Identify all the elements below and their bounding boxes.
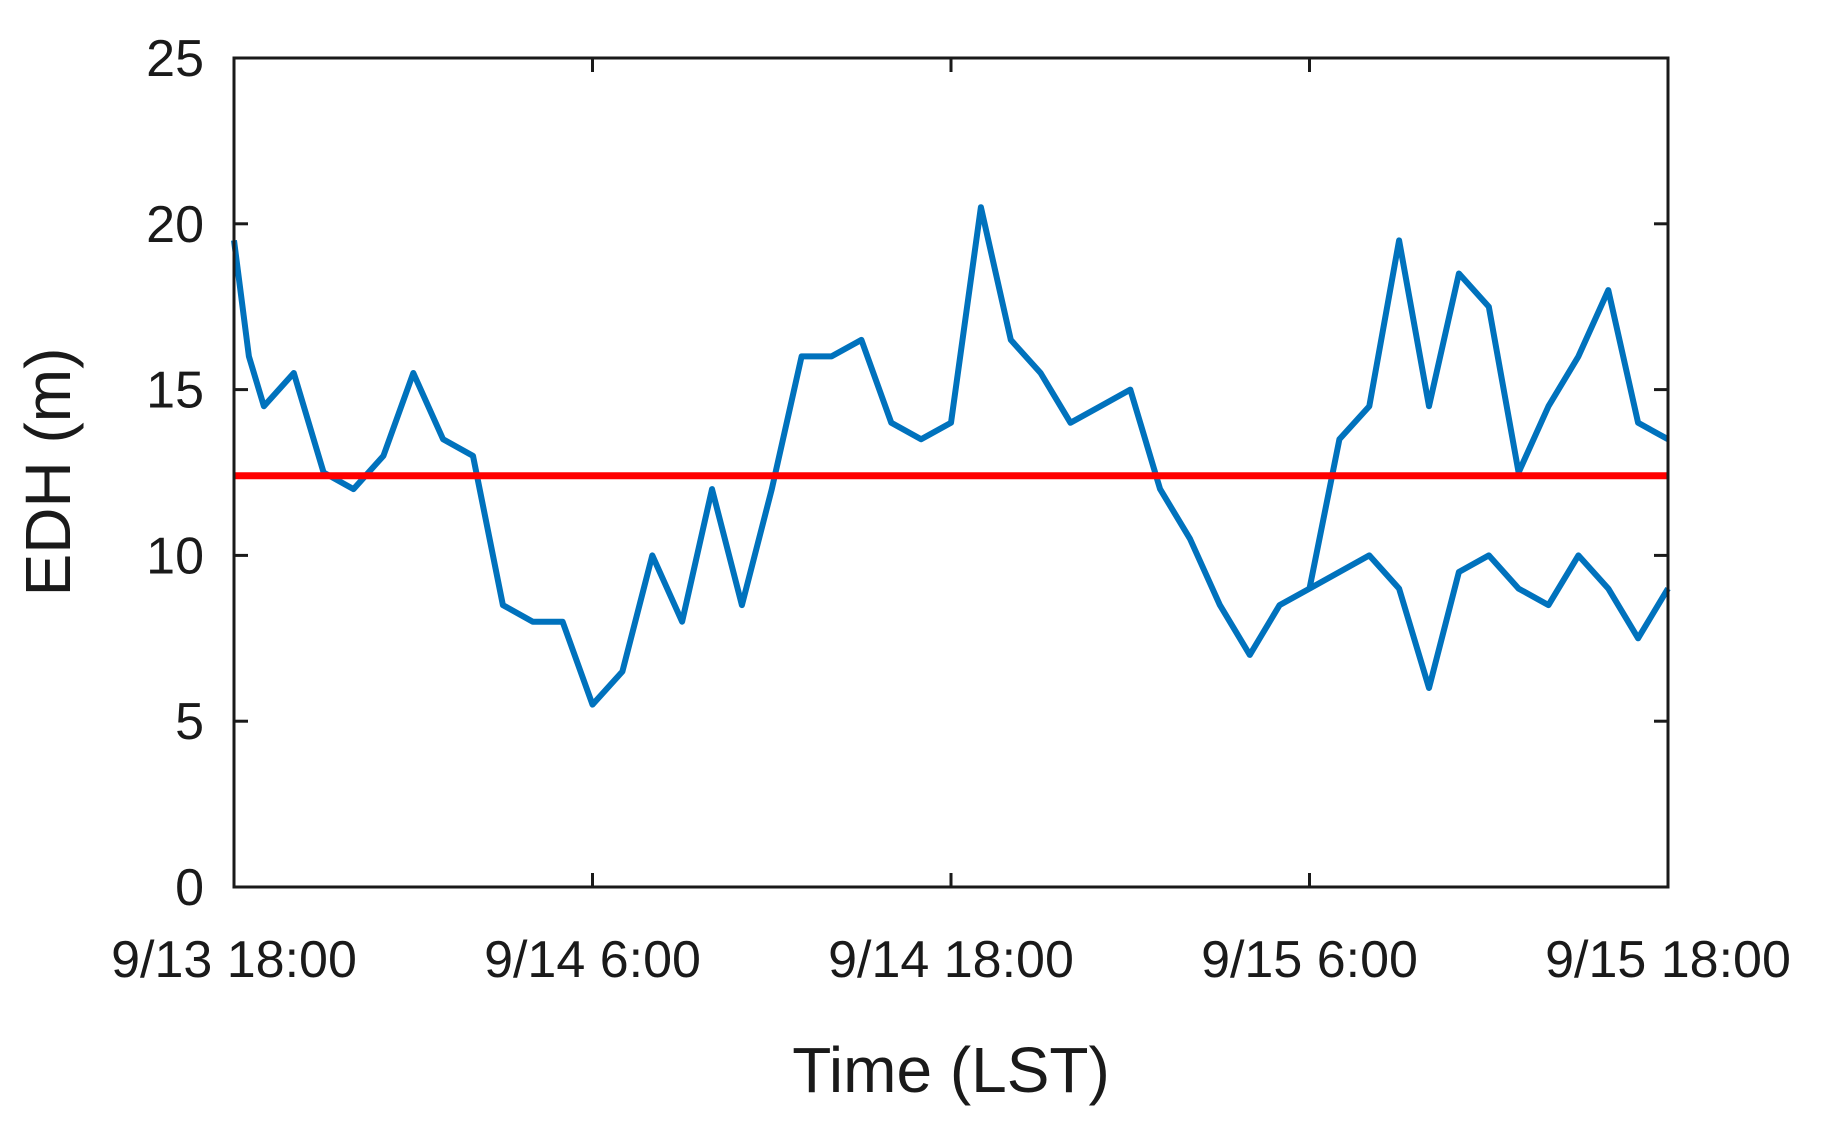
series-line-0 (231, 204, 1671, 708)
y-tick-label: 25 (146, 30, 204, 88)
x-tick-label: 9/15 18:00 (1545, 931, 1791, 989)
y-tick-label: 5 (175, 693, 204, 751)
x-tick-label: 9/14 18:00 (828, 931, 1074, 989)
x-tick-label: 9/15 6:00 (1201, 931, 1418, 989)
x-axis-label: Time (LST) (792, 1034, 1110, 1106)
tick-layer: 0 5 10 15 20 25 9/13 18:00 9/14 6:00 9/14 18:00 9… (111, 30, 1791, 989)
y-tick-label: 20 (146, 196, 204, 254)
y-axis-label: EDH (m) (12, 348, 84, 597)
y-tick-label: 10 (146, 527, 204, 585)
y-tick-label: 15 (146, 362, 204, 420)
y-tick-label: 0 (175, 859, 204, 917)
series-layer (231, 204, 1671, 708)
series-line-1 (1306, 237, 1670, 590)
x-tick-label: 9/13 18:00 (111, 931, 357, 989)
x-tick-label: 9/14 6:00 (484, 931, 701, 989)
